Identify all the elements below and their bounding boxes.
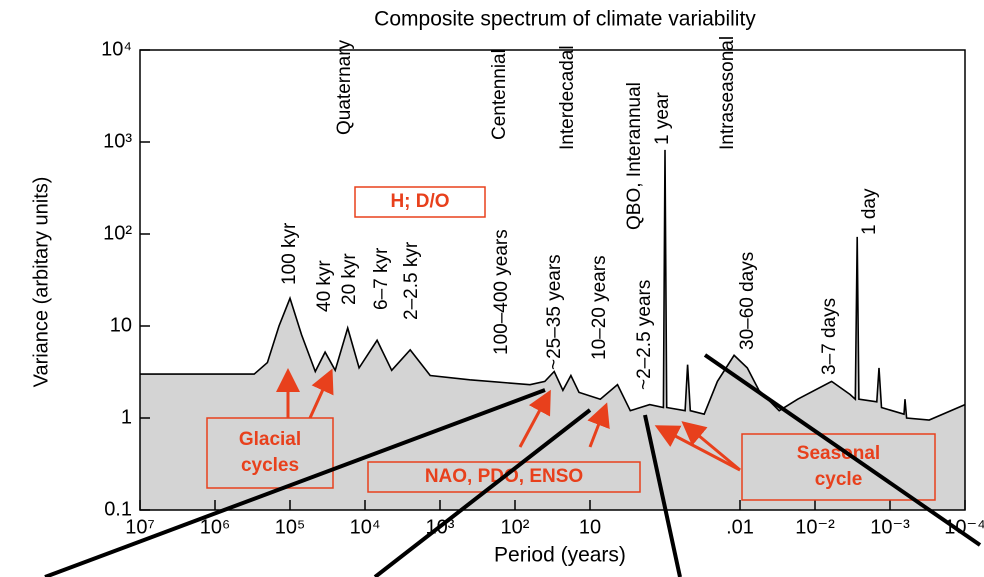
x-tick-label: 10⁻⁴: [944, 516, 984, 538]
label-box: [367, 461, 641, 493]
box-label: cycle: [815, 469, 863, 490]
box-label: H; D/O: [390, 191, 449, 212]
y-tick-label: 1: [121, 406, 132, 428]
y-tick-label: 0.1: [104, 498, 132, 520]
x-tick-label: 10: [579, 516, 601, 538]
annotation: 40 kyr: [314, 260, 335, 312]
annotation: 1 day: [859, 188, 880, 235]
pointer-line: [643, 414, 682, 577]
annotation: 100–400 years: [491, 229, 512, 355]
y-tick-label: 10³: [103, 130, 132, 152]
x-tick-label: 10⁷: [125, 516, 154, 538]
x-tick-label: 10²: [501, 516, 530, 538]
x-axis-label: Period (years): [494, 544, 626, 567]
annotation: 3–7 days: [819, 298, 840, 375]
y-tick-label: 10⁴: [101, 38, 132, 60]
y-axis-label: Variance (arbitary units): [30, 177, 52, 388]
x-tick-label: 10⁻³: [870, 516, 910, 538]
annotation: 1 year: [652, 92, 673, 145]
annotation: Centennial: [489, 49, 510, 140]
arrow: [308, 368, 334, 419]
annotation: 2–2.5 kyr: [401, 241, 422, 320]
label-box: [354, 186, 486, 218]
x-tick-label: 10⁵: [275, 516, 306, 538]
box-label: cycles: [241, 455, 299, 476]
arrow: [587, 402, 610, 448]
pointer-line: [703, 353, 982, 547]
annotation: 30–60 days: [737, 252, 758, 350]
x-tick-label: 10⁻²: [795, 516, 835, 538]
arrow: [654, 425, 741, 472]
arrow: [681, 421, 741, 472]
area-fill: [140, 149, 965, 510]
annotation: ~25–35 years: [544, 254, 565, 370]
annotation: 20 kyr: [339, 253, 360, 305]
annotation: ~2–2.5 years: [634, 280, 655, 390]
x-tick-label: 10⁴: [350, 516, 381, 538]
annotation: Interdecadal: [557, 45, 578, 150]
annotation: Quaternary: [334, 39, 355, 135]
label-box: [206, 417, 334, 489]
pointer-line: [373, 408, 592, 577]
x-tick-label: .01: [726, 516, 754, 538]
y-tick-label: 10: [110, 314, 132, 336]
plot-frame: [139, 49, 966, 511]
annotation: 100 kyr: [279, 222, 300, 285]
y-tick-label: 10²: [103, 222, 132, 244]
x-tick-label: 10⁶: [200, 516, 230, 538]
annotation: 10–20 years: [589, 255, 610, 360]
label-box: [741, 433, 936, 501]
spectrum-line: [140, 149, 966, 421]
annotation: 6–7 kyr: [371, 247, 392, 310]
arrow: [518, 389, 551, 448]
annotation: QBO, Interannual: [624, 82, 645, 230]
box-label: Seasonal: [797, 443, 880, 464]
chart-title: Composite spectrum of climate variabilit…: [374, 8, 756, 31]
box-label: Glacial: [239, 429, 301, 450]
annotation: Intraseasonal: [717, 36, 738, 150]
pointer-line: [44, 388, 546, 577]
